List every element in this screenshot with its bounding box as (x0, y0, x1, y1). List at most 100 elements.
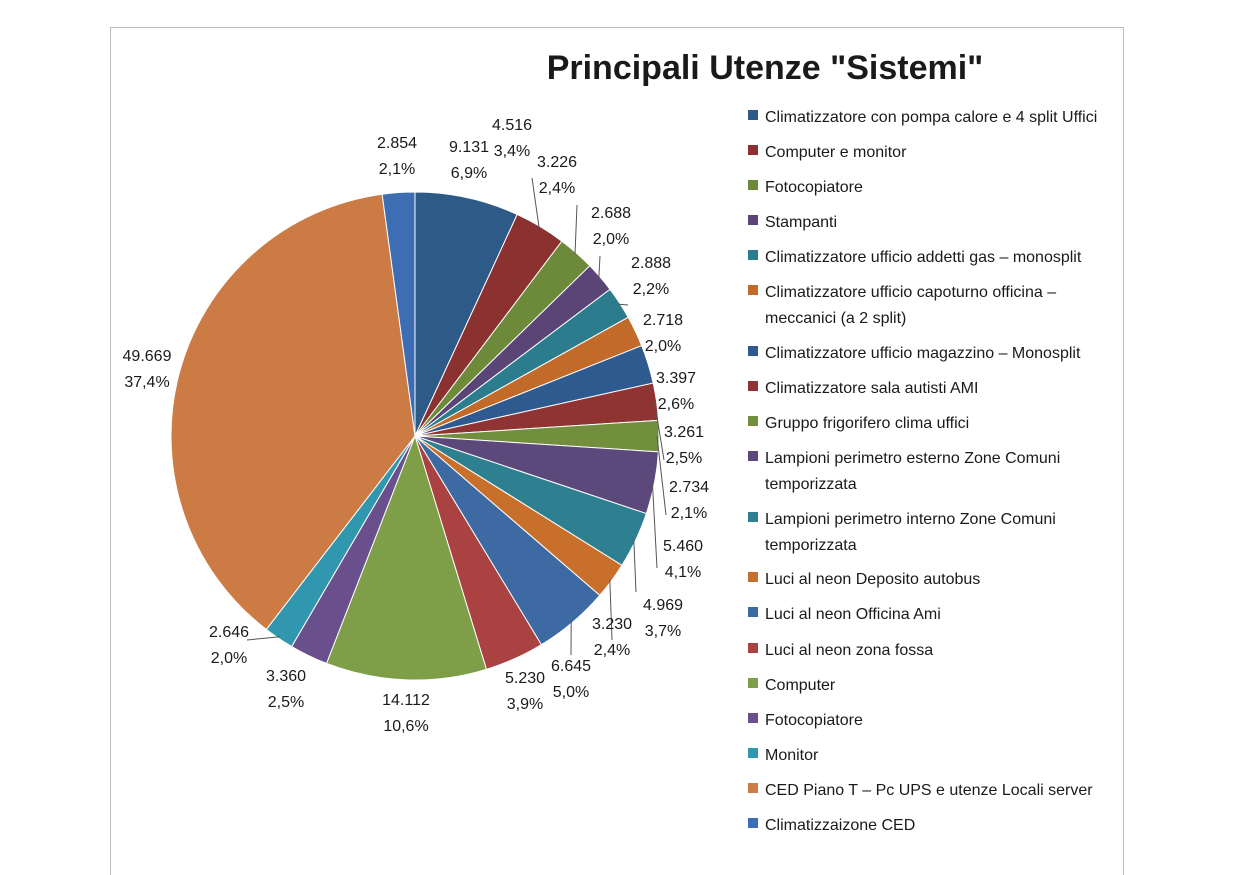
chart-title: Principali Utenze "Sistemi" (547, 49, 984, 87)
data-label-percent: 2,6% (658, 396, 694, 413)
legend-swatch (748, 748, 758, 758)
data-label-percent: 2,0% (593, 231, 629, 248)
legend-swatch (748, 678, 758, 688)
legend-swatch (748, 180, 758, 190)
legend-label: Stampanti (765, 214, 837, 231)
legend-label: CED Piano T – Pc UPS e utenze Locali ser… (765, 782, 1093, 799)
legend-swatch (748, 285, 758, 295)
data-label-value: 4.516 (492, 117, 532, 134)
legend-label: Climatizzatore ufficio capoturno officin… (765, 284, 1056, 301)
data-label-value: 3.360 (266, 668, 306, 685)
legend-label: Lampioni perimetro interno Zone Comuni (765, 511, 1056, 528)
data-label-percent: 3,4% (494, 143, 530, 160)
legend: Climatizzatore con pompa calore e 4 spli… (748, 109, 1097, 834)
data-label-percent: 37,4% (124, 374, 169, 391)
data-label-value: 5.230 (505, 670, 545, 687)
data-label-percent: 2,0% (211, 650, 247, 667)
data-label-percent: 2,4% (594, 642, 630, 659)
data-label-value: 2.854 (377, 135, 417, 152)
legend-swatch (748, 346, 758, 356)
legend-swatch (748, 451, 758, 461)
leader-line (617, 303, 629, 306)
leader-line (598, 255, 601, 279)
legend-swatch (748, 416, 758, 426)
legend-swatch (748, 643, 758, 653)
legend-label: Fotocopiatore (765, 179, 863, 196)
legend-swatch (748, 572, 758, 582)
legend-swatch (748, 607, 758, 617)
data-label-value: 2.734 (669, 479, 709, 496)
legend-label: Climatizzatore ufficio magazzino – Monos… (765, 345, 1081, 362)
data-label-percent: 6,9% (451, 165, 487, 182)
legend-swatch (748, 783, 758, 793)
pie-slices (170, 191, 660, 681)
data-label-percent: 10,6% (383, 718, 428, 735)
data-label-value: 2.646 (209, 624, 249, 641)
data-label-percent: 3,9% (507, 696, 543, 713)
legend-label: Computer (765, 677, 836, 694)
pie-slice (381, 191, 416, 437)
data-label-value: 49.669 (123, 348, 172, 365)
data-label-value: 3.261 (664, 424, 704, 441)
data-label-percent: 3,7% (645, 623, 681, 640)
data-label-value: 6.645 (551, 658, 591, 675)
data-label-value: 5.460 (663, 538, 703, 555)
leader-line (531, 177, 540, 229)
legend-swatch (748, 145, 758, 155)
legend-swatch (748, 713, 758, 723)
data-label-value: 3.230 (592, 616, 632, 633)
leader-line (633, 539, 637, 593)
data-label-value: 3.226 (537, 154, 577, 171)
legend-label: Computer e monitor (765, 144, 907, 161)
leader-line (654, 401, 665, 461)
legend-swatch (748, 818, 758, 828)
data-label-percent: 4,1% (665, 564, 701, 581)
legend-label: Climatizzatore sala autisti AMI (765, 380, 978, 397)
data-label-percent: 5,0% (553, 684, 589, 701)
leader-lines (246, 177, 667, 656)
data-label-value: 2.718 (643, 312, 683, 329)
data-label-percent: 2,5% (666, 450, 702, 467)
data-label-value: 4.969 (643, 597, 683, 614)
legend-label: Monitor (765, 747, 819, 764)
legend-label: Climatizzaizone CED (765, 817, 915, 834)
legend-label: meccanici (a 2 split) (765, 310, 906, 327)
data-label-value: 9.131 (449, 139, 489, 156)
legend-label: Luci al neon zona fossa (765, 642, 933, 659)
legend-label: Fotocopiatore (765, 712, 863, 729)
pie-slice (170, 193, 416, 631)
legend-swatch (748, 381, 758, 391)
data-label-value: 3.397 (656, 370, 696, 387)
legend-swatch (748, 110, 758, 120)
legend-label: Luci al neon Officina Ami (765, 606, 941, 623)
data-labels: 9.1316,9%4.5163,4%3.2262,4%2.6882,0%2.88… (123, 117, 710, 735)
leader-line (609, 579, 613, 641)
leader-line (651, 482, 658, 569)
chart-frame (110, 27, 1124, 875)
data-label-percent: 2,1% (379, 161, 415, 178)
data-label-percent: 2,0% (645, 338, 681, 355)
legend-swatch (748, 215, 758, 225)
data-label-percent: 2,1% (671, 505, 707, 522)
data-label-value: 2.688 (591, 205, 631, 222)
legend-label: Lampioni perimetro esterno Zone Comuni (765, 450, 1060, 467)
legend-label: Luci al neon Deposito autobus (765, 571, 980, 588)
data-label-value: 14.112 (382, 692, 430, 709)
legend-label: temporizzata (765, 537, 857, 554)
legend-label: temporizzata (765, 476, 857, 493)
pie-slice (325, 434, 488, 681)
data-label-value: 2.888 (631, 255, 671, 272)
leader-line (656, 436, 667, 516)
data-label-percent: 2,4% (539, 180, 575, 197)
leader-line (246, 636, 280, 641)
legend-label: Gruppo frigorifero clima uffici (765, 415, 969, 432)
legend-swatch (748, 512, 758, 522)
legend-label: Climatizzatore con pompa calore e 4 spli… (765, 109, 1097, 126)
data-label-percent: 2,5% (268, 694, 304, 711)
pie-slice (414, 191, 518, 437)
leader-line (574, 204, 578, 255)
legend-swatch (748, 250, 758, 260)
legend-label: Climatizzatore ufficio addetti gas – mon… (765, 249, 1082, 266)
data-label-percent: 2,2% (633, 281, 669, 298)
